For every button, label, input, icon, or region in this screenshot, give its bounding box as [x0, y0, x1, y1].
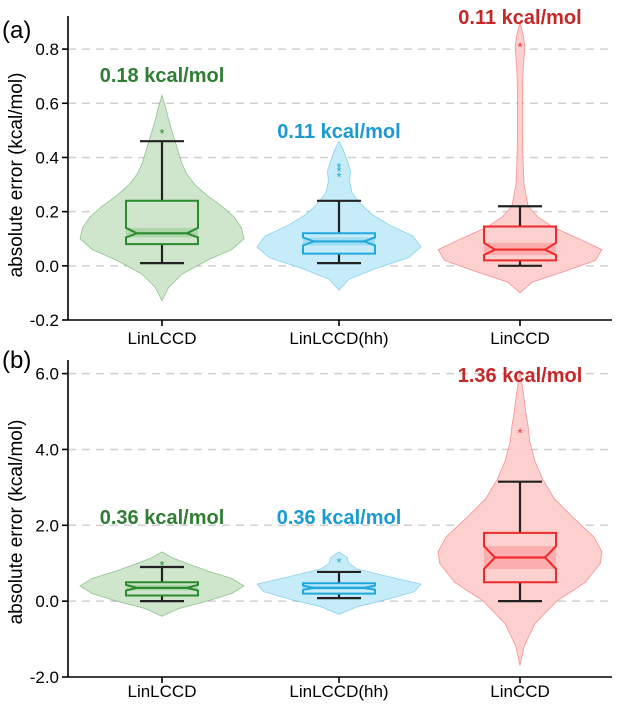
y-tick-label: -2.0: [30, 668, 59, 687]
y-tick-label: 0.2: [35, 203, 59, 222]
category-label: LinLCCD(hh): [289, 329, 388, 348]
notched-box: [302, 582, 376, 595]
outlier-point: *: [517, 425, 522, 440]
notched-box: [302, 232, 376, 255]
y-tick-label: 4.0: [35, 440, 59, 459]
mean-error-annotation: 0.18 kcal/mol: [100, 65, 225, 87]
outlier-point: *: [336, 160, 341, 175]
category-label: LinCCD: [490, 329, 550, 348]
y-tick-label: 0.4: [35, 148, 59, 167]
mean-error-annotation: 0.11 kcal/mol: [277, 121, 400, 143]
category-label: LinLCCD: [128, 329, 197, 348]
series-linlccdhh: * 0.36 kcal/mol: [256, 507, 422, 615]
notched-box: [483, 225, 557, 262]
mean-error-annotation: 1.36 kcal/mol: [458, 365, 583, 387]
notched-box: [125, 581, 199, 597]
chart-panel-b: * 0.36 kcal/mol LinLCCD * 0.36 kcal/mol LinLC…: [2, 347, 612, 701]
outlier-point: *: [517, 39, 522, 54]
outlier-point: *: [336, 169, 341, 184]
y-axis-title: absolute error (kcal/mol): [6, 73, 27, 278]
y-tick-label: 0.0: [35, 592, 59, 611]
series-linlccdhh: *** 0.11 kcal/mol: [256, 121, 422, 291]
notched-box: [483, 531, 557, 584]
category-label: LinLCCD: [128, 682, 197, 701]
notched-box: [125, 199, 199, 246]
y-tick-label: 6.0: [35, 365, 59, 384]
y-axis-title: absolute error (kcal/mol): [6, 420, 27, 625]
y-tick-label: -0.2: [30, 311, 59, 330]
series-linccd: * 1.36 kcal/mol: [437, 365, 603, 666]
outlier-point: *: [336, 164, 341, 179]
mean-error-annotation: 0.36 kcal/mol: [100, 507, 225, 529]
y-tick-label: 0.0: [35, 257, 59, 276]
mean-error-annotation: 0.36 kcal/mol: [277, 507, 402, 529]
category-label: LinLCCD(hh): [289, 682, 388, 701]
y-tick-label: 2.0: [35, 516, 59, 535]
outlier-point: *: [336, 555, 341, 570]
category-label: LinCCD: [490, 682, 550, 701]
series-linccd: * 0.11 kcal/mol: [437, 7, 603, 294]
series-linlccd: * 0.18 kcal/mol: [79, 65, 245, 302]
outlier-point: *: [159, 126, 164, 141]
y-tick-label: 0.6: [35, 94, 59, 113]
mean-error-annotation: 0.11 kcal/mol: [458, 7, 581, 29]
series-linlccd: * 0.36 kcal/mol: [79, 507, 245, 617]
violin-shape: [79, 551, 245, 617]
y-tick-label: 0.8: [35, 40, 59, 59]
panel-label: (a): [2, 17, 31, 44]
violin-shape: [437, 21, 603, 294]
panel-label: (b): [2, 347, 31, 374]
outlier-point: *: [159, 558, 164, 573]
